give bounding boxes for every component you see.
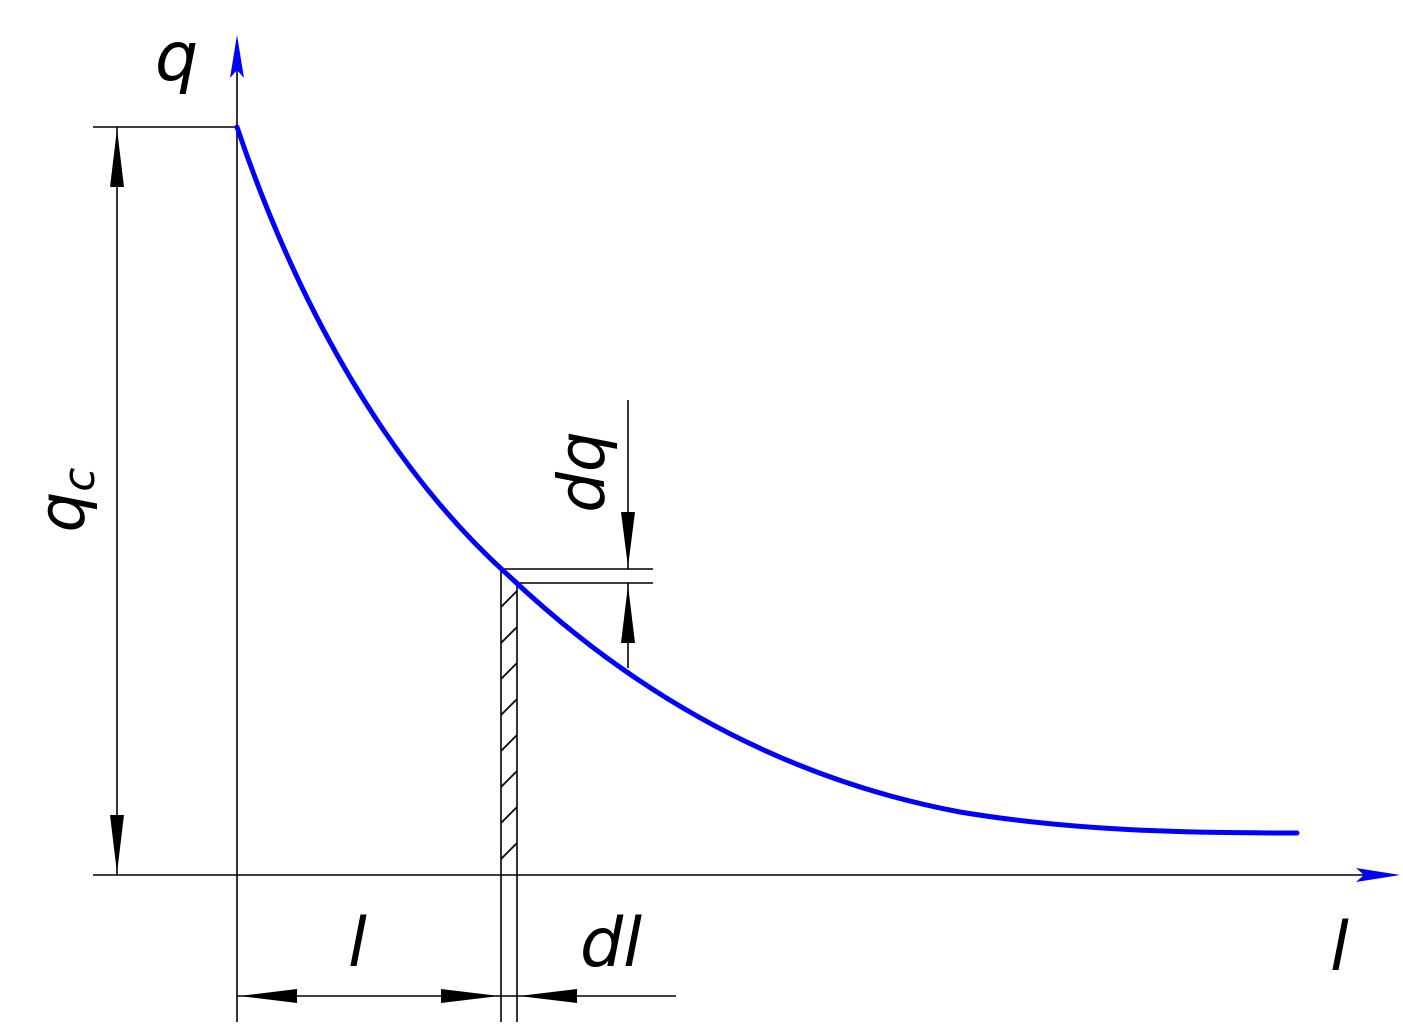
dq-arrow-down-icon (621, 512, 635, 567)
y-axis-label: q (155, 18, 198, 97)
strip-hatching (500, 590, 518, 860)
y-axis-arrow-icon (230, 35, 244, 78)
qc-label-subscript: c (54, 468, 105, 492)
dl-arrow-left-icon (519, 989, 577, 1003)
qc-label: qc (26, 468, 105, 533)
x-axis-arrow-icon (1356, 868, 1400, 882)
flow-decay-curve (234, 124, 1300, 836)
svg-text:qc: qc (26, 468, 105, 533)
dq-label-text: dq (546, 431, 620, 512)
l-arrow-right-icon (441, 989, 499, 1003)
dq-label: dq (546, 431, 620, 512)
l-dimension-label: l (348, 904, 367, 983)
x-axis-label: l (1330, 908, 1349, 987)
dq-arrow-up-icon (621, 585, 635, 643)
qc-arrow-top-icon (110, 129, 124, 187)
dl-dimension-label: dl (580, 904, 642, 983)
qc-arrow-bottom-icon (110, 815, 124, 873)
l-arrow-left-icon (239, 989, 297, 1003)
qc-label-main: q (26, 492, 100, 533)
